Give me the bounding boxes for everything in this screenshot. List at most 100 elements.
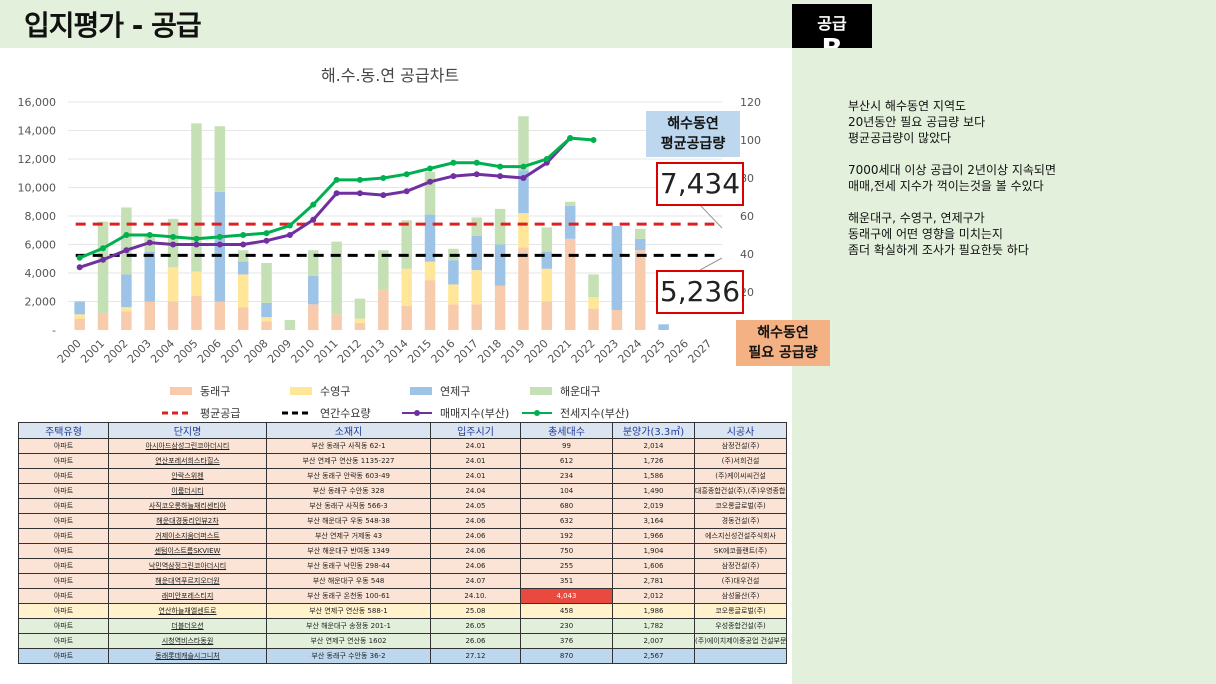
x-tick-label: 2008 [242, 337, 271, 366]
bar-segment [424, 214, 436, 262]
complex-name-cell[interactable]: 동래롯데캐슬시그니처 [108, 648, 267, 664]
legend-swatch [290, 387, 312, 395]
y-tick-label-left: 6,000 [25, 239, 57, 252]
units-cell: 750 [520, 543, 613, 559]
y-tick-label-right: 120 [740, 96, 761, 109]
x-tick-label: 2017 [452, 337, 481, 366]
table-row: 아파트 안락스위첸 부산 동래구 안락동 603-49 24.01 234 1,586 (주… [18, 468, 787, 484]
index-point [310, 201, 317, 208]
index-point [380, 192, 387, 199]
complex-name-cell[interactable]: 시청역비스타동원 [108, 633, 267, 649]
note-line: 부산시 해수동연 지역도 [848, 99, 967, 113]
notes-text: 부산시 해수동연 지역도 20년동안 필요 공급량 보다 평균공급량이 많았다 … [848, 98, 1056, 274]
leader-line [699, 204, 723, 229]
bar-segment [97, 221, 109, 313]
move-in-cell: 24.06 [430, 513, 521, 529]
table-row: 아파트 아시아드삼성그린코아더시티 부산 동래구 사직동 62-1 24.01 99 2,… [18, 438, 787, 454]
bar-segment [331, 314, 342, 330]
x-tick-label: 2024 [615, 337, 644, 366]
units-cell: 870 [520, 648, 613, 664]
header-bar [0, 0, 1216, 48]
bar-segment [74, 301, 85, 315]
legend-dash-red [162, 411, 192, 415]
table-row: 아파트 센텀이스트름SKVIEW 부산 해운대구 반여동 1349 24.06 750 1… [18, 543, 787, 559]
bar-segment [424, 171, 436, 215]
price-cell: 1,726 [612, 453, 695, 469]
legend-item-demand: 연간수요량 [280, 405, 400, 421]
builder-cell: 대흥종합건설(주),(주)우영종합건설 [694, 483, 787, 499]
complex-name-cell[interactable]: 이룸더시티 [108, 483, 267, 499]
builder-cell: 우성종합건설(주) [694, 618, 787, 634]
index-point [403, 188, 410, 195]
builder-cell: (주)서희건설 [694, 453, 787, 469]
x-tick-label: 2012 [335, 337, 364, 366]
x-tick-label: 2018 [475, 337, 504, 366]
x-tick-label: 2004 [148, 337, 177, 366]
bar-segment [634, 238, 646, 251]
x-tick-label: 2025 [639, 337, 668, 366]
index-point [356, 190, 363, 197]
bar-segment [331, 241, 342, 315]
table-row: 아파트 해운대경동리인뷰2차 부산 해운대구 우동 548-38 24.06 632 3,… [18, 513, 787, 529]
bar-segment [518, 247, 529, 330]
complex-name-cell[interactable]: 연산포레서희스타힐스 [108, 453, 267, 469]
x-tick-label: 2006 [195, 337, 224, 366]
table-row: 아파트 거제이소지움더퍼스트 부산 연제구 거제동 43 24.06 192 1,966 에… [18, 528, 787, 544]
index-point [450, 173, 457, 180]
supply-chart: - 2,000 4,000 6,000 8,000 10,000 12,000 14,000 1… [18, 96, 762, 366]
builder-cell: 에스지신성건설주식회사 [694, 528, 787, 544]
table-header-row: 주택유형 단지명 소재지 입주시기 총세대수 분양가(3.3㎡) 시공사 [18, 422, 787, 439]
price-cell: 1,606 [612, 558, 695, 574]
complex-name-cell[interactable]: 연산하늘채엘센트로 [108, 603, 267, 619]
units-cell: 4,043 [520, 588, 613, 604]
index-point [216, 241, 223, 248]
y-tick-label-left: 10,000 [18, 182, 57, 195]
index-point [76, 264, 83, 271]
complex-name-cell[interactable]: 해운대역푸르지오더원 [108, 573, 267, 589]
complex-name-cell[interactable]: 사직코오롱하늘채리센티아 [108, 498, 267, 514]
complex-name-cell[interactable]: 안락스위첸 [108, 468, 267, 484]
bar-segment [634, 228, 646, 239]
index-point [193, 235, 200, 242]
complex-name-cell[interactable]: 아시아드삼성그린코아더시티 [108, 438, 267, 454]
type-cell: 아파트 [18, 453, 109, 469]
legend-swatch [410, 387, 432, 395]
bar-segment [354, 322, 366, 330]
legend-line-green [522, 410, 552, 416]
price-cell: 2,019 [612, 498, 695, 514]
complex-name-cell[interactable]: 센텀이스트름SKVIEW [108, 543, 267, 559]
bar-segment [261, 321, 272, 330]
table-row: 아파트 사직코오롱하늘채리센티아 부산 동래구 사직동 566-3 24.05 680 2… [18, 498, 787, 514]
index-point [427, 165, 434, 172]
column-header: 단지명 [108, 422, 267, 439]
bar-segment [588, 297, 599, 309]
move-in-cell: 24.01 [430, 438, 521, 454]
legend-line-purple [402, 410, 432, 416]
table-row: 아파트 래미안포레스티지 부산 동래구 온천동 100-61 24.10. 4,043 2… [18, 588, 787, 604]
complex-name-cell[interactable]: 래미안포레스티지 [108, 588, 267, 604]
index-point [286, 222, 293, 229]
complex-name-cell[interactable]: 거제이소지움더퍼스트 [108, 528, 267, 544]
note-line: 동래구에 어떤 영향을 미치는지 [848, 227, 1003, 241]
jeonse-index-line [79, 136, 594, 260]
bar-segment [494, 244, 506, 286]
avg-label-line: 해수동연 [667, 116, 719, 132]
index-point [567, 135, 574, 142]
chart-legend: 동래구 수영구 연제구 해운대구 평균공급 연간수요량 매매지수(부산) 전세지… [160, 380, 660, 424]
x-tick-label: 2020 [522, 337, 551, 366]
bar-segment [424, 261, 436, 281]
legend-label: 전세지수(부산) [560, 407, 630, 420]
complex-name-cell[interactable]: 해운대경동리인뷰2차 [108, 513, 267, 529]
bar-segment [354, 318, 366, 323]
complex-name-cell[interactable]: 낙민역삼정그린코아더시티 [108, 558, 267, 574]
bar-segment [611, 225, 623, 311]
type-cell: 아파트 [18, 528, 109, 544]
complex-name-cell[interactable]: 더블더오션 [108, 618, 267, 634]
address-cell: 부산 해운대구 우동 548-38 [266, 513, 431, 529]
price-cell: 2,781 [612, 573, 695, 589]
index-point [520, 163, 527, 170]
units-cell: 458 [520, 603, 613, 619]
index-point [590, 137, 597, 143]
required-supply-value: 5,236 [656, 270, 744, 314]
builder-cell: (주)케이씨씨건설 [694, 468, 787, 484]
